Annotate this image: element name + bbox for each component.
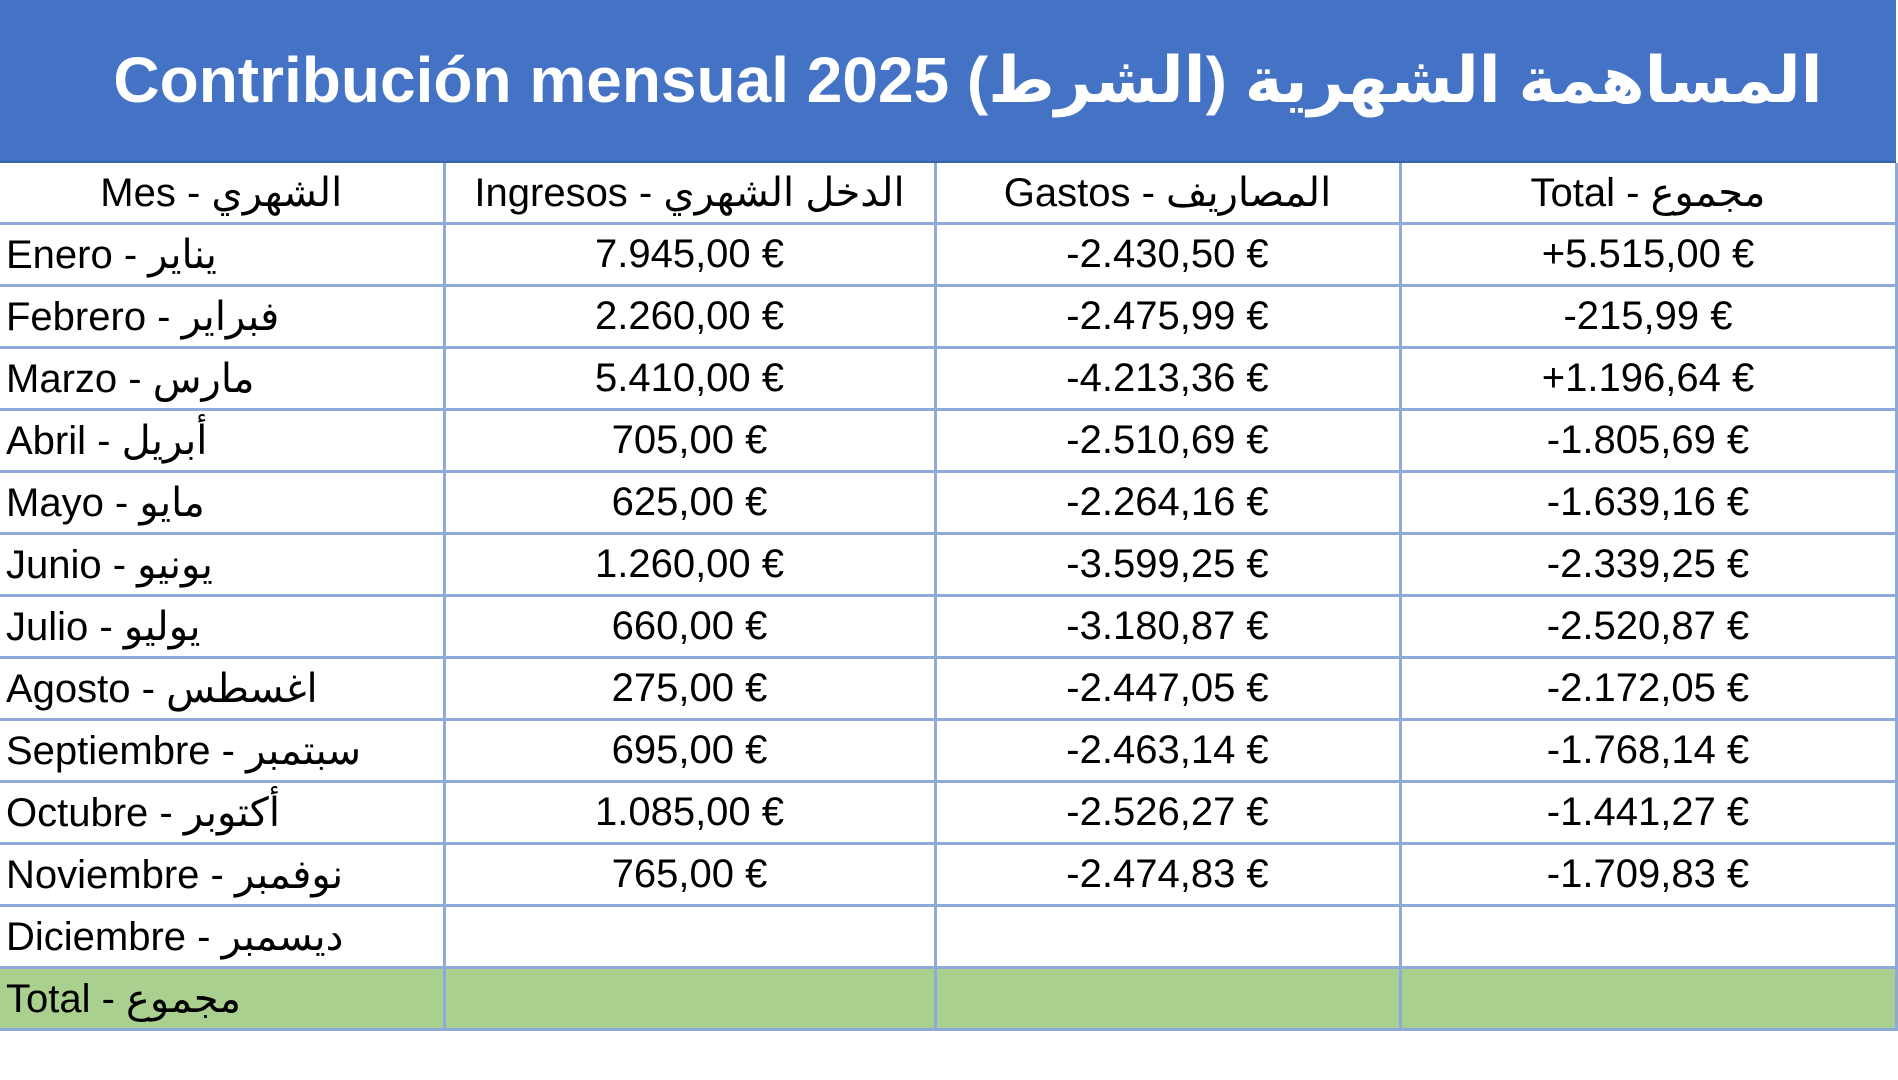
cell-ingresos[interactable]: 1.085,00 € (442, 780, 937, 845)
cell-gastos[interactable] (933, 904, 1402, 969)
table-row: Septiembre - سبتمبر 695,00 € -2.463,14 € -1… (0, 718, 1898, 783)
cell-ingresos[interactable] (442, 904, 937, 969)
header-month[interactable]: Mes - الشهري (0, 163, 446, 225)
cell-month[interactable]: Mayo - مايو (0, 470, 446, 535)
spreadsheet: Contribución mensual 2025 (الشرط) المساه… (0, 0, 1898, 1031)
cell-total[interactable]: -2.520,87 € (1398, 594, 1898, 659)
cell-total[interactable]: -1.768,14 € (1398, 718, 1898, 783)
header-total[interactable]: Total - مجموع (1398, 163, 1898, 225)
table-row: Julio - يوليو 660,00 € -3.180,87 € -2.520,8… (0, 594, 1898, 659)
cell-total[interactable]: -2.339,25 € (1398, 532, 1898, 597)
cell-ingresos[interactable]: 2.260,00 € (442, 284, 937, 349)
cell-month[interactable]: Abril - أبريل (0, 408, 446, 473)
table-row: Agosto - اغسطس 275,00 € -2.447,05 € -2.172,… (0, 656, 1898, 721)
total-label[interactable]: Total - مجموع (0, 966, 446, 1031)
cell-total[interactable]: -1.805,69 € (1398, 408, 1898, 473)
cell-ingresos[interactable]: 660,00 € (442, 594, 937, 659)
cell-gastos[interactable]: -2.447,05 € (933, 656, 1402, 721)
cell-gastos[interactable]: -3.599,25 € (933, 532, 1402, 597)
table-row: Diciembre - ديسمبر (0, 904, 1898, 969)
cell-total[interactable]: +5.515,00 € (1398, 222, 1898, 287)
cell-gastos[interactable]: -2.463,14 € (933, 718, 1402, 783)
cell-gastos[interactable]: -3.180,87 € (933, 594, 1402, 659)
cell-ingresos[interactable]: 1.260,00 € (442, 532, 937, 597)
cell-ingresos[interactable]: 705,00 € (442, 408, 937, 473)
cell-month[interactable]: Febrero - فبراير (0, 284, 446, 349)
cell-ingresos[interactable]: 625,00 € (442, 470, 937, 535)
table-row: Enero - يناير 7.945,00 € -2.430,50 € +5.515… (0, 222, 1898, 287)
cell-total[interactable] (1398, 904, 1898, 969)
cell-ingresos[interactable]: 765,00 € (442, 842, 937, 907)
cell-ingresos[interactable]: 5.410,00 € (442, 346, 937, 411)
table-row: Abril - أبريل 705,00 € -2.510,69 € -1.805,6… (0, 408, 1898, 473)
table-row: Junio - يونيو 1.260,00 € -3.599,25 € -2.339… (0, 532, 1898, 597)
cell-ingresos[interactable]: 695,00 € (442, 718, 937, 783)
table-row: Febrero - فبراير 2.260,00 € -2.475,99 € -21… (0, 284, 1898, 349)
total-gastos[interactable] (933, 966, 1402, 1031)
cell-gastos[interactable]: -2.474,83 € (933, 842, 1402, 907)
cell-gastos[interactable]: -2.526,27 € (933, 780, 1402, 845)
cell-month[interactable]: Junio - يونيو (0, 532, 446, 597)
cell-month[interactable]: Enero - يناير (0, 222, 446, 287)
cell-total[interactable]: -215,99 € (1398, 284, 1898, 349)
cell-gastos[interactable]: -2.430,50 € (933, 222, 1402, 287)
total-total[interactable] (1398, 966, 1898, 1031)
total-row: Total - مجموع (0, 966, 1898, 1031)
cell-total[interactable]: -1.709,83 € (1398, 842, 1898, 907)
cell-month[interactable]: Marzo - مارس (0, 346, 446, 411)
cell-month[interactable]: Diciembre - ديسمبر (0, 904, 446, 969)
cell-gastos[interactable]: -2.264,16 € (933, 470, 1402, 535)
cell-month[interactable]: Septiembre - سبتمبر (0, 718, 446, 783)
header-row: Mes - الشهري Ingresos - الدخل الشهري Gas… (0, 163, 1898, 225)
cell-total[interactable]: -1.639,16 € (1398, 470, 1898, 535)
contribution-table: Mes - الشهري Ingresos - الدخل الشهري Gas… (0, 163, 1898, 1031)
header-ingresos[interactable]: Ingresos - الدخل الشهري (442, 163, 937, 225)
table-row: Mayo - مايو 625,00 € -2.264,16 € -1.639,16 … (0, 470, 1898, 535)
cell-gastos[interactable]: -2.510,69 € (933, 408, 1402, 473)
cell-ingresos[interactable]: 7.945,00 € (442, 222, 937, 287)
cell-month[interactable]: Agosto - اغسطس (0, 656, 446, 721)
cell-ingresos[interactable]: 275,00 € (442, 656, 937, 721)
header-gastos[interactable]: Gastos - المصاريف (933, 163, 1402, 225)
cell-gastos[interactable]: -4.213,36 € (933, 346, 1402, 411)
table-row: Octubre - أكتوبر 1.085,00 € -2.526,27 € -1.… (0, 780, 1898, 845)
page-title: Contribución mensual 2025 (الشرط) المساه… (113, 44, 1823, 116)
cell-month[interactable]: Octubre - أكتوبر (0, 780, 446, 845)
cell-total[interactable]: +1.196,64 € (1398, 346, 1898, 411)
cell-month[interactable]: Julio - يوليو (0, 594, 446, 659)
cell-gastos[interactable]: -2.475,99 € (933, 284, 1402, 349)
table-row: Noviembre - نوفمبر 765,00 € -2.474,83 € -1.… (0, 842, 1898, 907)
title-banner: Contribución mensual 2025 (الشرط) المساه… (0, 0, 1896, 163)
cell-total[interactable]: -2.172,05 € (1398, 656, 1898, 721)
table-row: Marzo - مارس 5.410,00 € -4.213,36 € +1.196,… (0, 346, 1898, 411)
cell-total[interactable]: -1.441,27 € (1398, 780, 1898, 845)
cell-month[interactable]: Noviembre - نوفمبر (0, 842, 446, 907)
total-ingresos[interactable] (442, 966, 937, 1031)
